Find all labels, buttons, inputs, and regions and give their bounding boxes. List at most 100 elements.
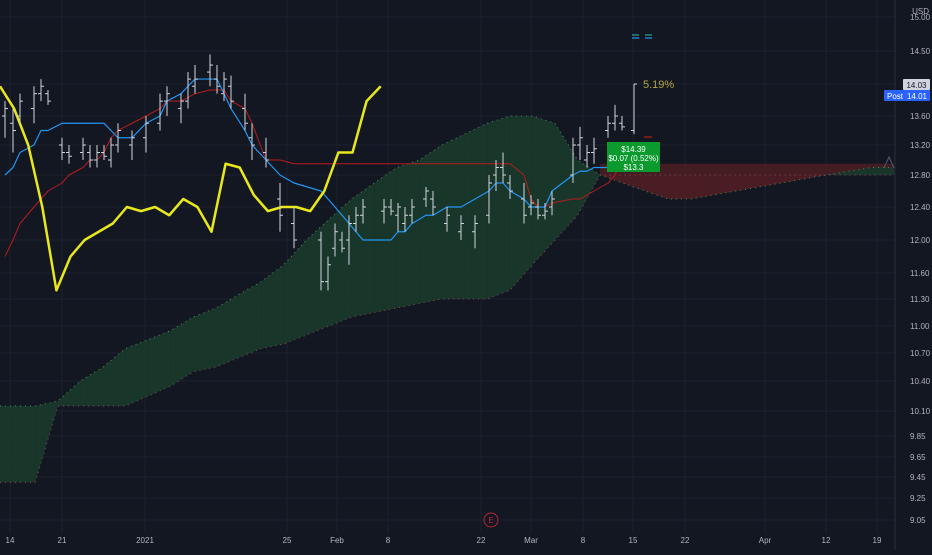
last-price-tag-bg bbox=[903, 79, 930, 90]
ohlc-bar bbox=[242, 93, 248, 131]
post-market-value: 14.01 bbox=[907, 92, 928, 101]
price-tick-label: 10.40 bbox=[910, 377, 931, 386]
last-price-text: 14.03 bbox=[906, 81, 927, 90]
time-tick-label: 8 bbox=[386, 536, 391, 545]
cloud-upper-edge bbox=[0, 115, 894, 407]
post-market-tag: Post 14.01 bbox=[884, 90, 930, 101]
time-tick-label: Feb bbox=[330, 536, 344, 545]
price-tick-label: 11.30 bbox=[910, 295, 930, 304]
ohlc-bar bbox=[108, 137, 114, 168]
ohlc-bar bbox=[185, 72, 191, 109]
earnings-marker[interactable]: E bbox=[483, 512, 499, 528]
price-tick-label: 12.80 bbox=[910, 171, 931, 180]
ohlc-bar bbox=[192, 65, 198, 94]
cloud-segment bbox=[57, 381, 81, 406]
time-tick-label: 15 bbox=[629, 536, 638, 545]
cloud-segment bbox=[351, 183, 375, 317]
cloud-segment bbox=[577, 160, 601, 216]
ohlc-bar bbox=[395, 203, 401, 232]
price-tick-label: 9.05 bbox=[910, 516, 926, 525]
ohlc-bar bbox=[423, 187, 429, 207]
base-line bbox=[4, 89, 634, 257]
price-tick-label: 11.60 bbox=[910, 269, 930, 278]
ohlc-bar bbox=[101, 145, 107, 160]
ohlc-bar bbox=[277, 183, 283, 232]
ohlc-bars[interactable] bbox=[2, 54, 637, 291]
price-tick-label: 9.25 bbox=[910, 494, 926, 503]
ohlc-bar bbox=[549, 191, 555, 216]
ohlc-bar bbox=[353, 207, 359, 232]
ohlc-bar bbox=[542, 203, 548, 220]
cloud-segment bbox=[216, 294, 239, 367]
price-tick-label: 12.00 bbox=[910, 236, 931, 245]
price-tick-label: 9.45 bbox=[910, 473, 926, 482]
time-tick-label: 25 bbox=[283, 536, 292, 545]
ohlc-bar bbox=[31, 86, 37, 124]
ohlc-bar bbox=[388, 199, 394, 216]
price-tick-label: 13.20 bbox=[910, 141, 931, 150]
cloud-segment bbox=[442, 134, 465, 299]
time-axis[interactable]: 14 21 2021 25 Feb 8 22 Mar 8 15 22 Apr 12 19 bbox=[6, 536, 882, 545]
ohlc-bar bbox=[178, 93, 184, 124]
ohlc-bar bbox=[619, 116, 625, 131]
cloud-segment bbox=[35, 401, 58, 483]
percent-change-annotation: 5.19% bbox=[643, 79, 674, 91]
cloud-segment bbox=[283, 240, 307, 344]
ohlc-bar bbox=[430, 191, 436, 216]
cloud-segment bbox=[329, 199, 352, 326]
cloud-segment bbox=[193, 308, 216, 372]
ohlc-bar bbox=[535, 199, 541, 220]
time-tick-label: 22 bbox=[681, 536, 690, 545]
lagging-span bbox=[0, 85, 382, 292]
ohlc-bar bbox=[500, 152, 506, 183]
ohlc-bar bbox=[507, 175, 513, 199]
cloud-segment bbox=[148, 330, 171, 396]
ohlc-bar bbox=[87, 145, 93, 168]
price-tick-label: 9.85 bbox=[910, 432, 926, 441]
earnings-marker-circle bbox=[483, 512, 499, 528]
cloud-end-arrow bbox=[883, 155, 895, 169]
ohlc-bar bbox=[94, 145, 100, 168]
time-tick-label: 2021 bbox=[136, 536, 154, 545]
conversion-line bbox=[4, 78, 634, 241]
cloud-segment bbox=[509, 116, 533, 291]
cloud-segment bbox=[261, 264, 284, 349]
ohlc-bar bbox=[10, 108, 16, 153]
cloud-segment bbox=[12, 406, 36, 483]
ohlc-bar bbox=[591, 137, 597, 164]
cloud-segment bbox=[848, 167, 872, 175]
ohlc-bar bbox=[577, 126, 583, 160]
ohlc-bar bbox=[249, 123, 255, 160]
ohlc-bar bbox=[59, 137, 65, 160]
ohlc-bar bbox=[360, 199, 366, 224]
time-tick-label: 8 bbox=[581, 536, 586, 545]
cloud-segment bbox=[532, 116, 555, 265]
time-tick-label: 19 bbox=[873, 536, 882, 545]
cloud-segment bbox=[396, 160, 420, 308]
ohlc-bar bbox=[228, 75, 234, 109]
ohlc-bar bbox=[157, 93, 163, 131]
price-tick-label: 12.40 bbox=[910, 203, 931, 212]
ohlc-bar bbox=[17, 93, 23, 124]
ohlc-bar bbox=[80, 137, 86, 160]
price-tick-label: 10.70 bbox=[910, 349, 931, 358]
ohlc-bar bbox=[493, 160, 499, 191]
price-tick-label: 13.60 bbox=[910, 112, 931, 121]
tooltip-line-2: $0.07 (0.52%) bbox=[608, 154, 659, 163]
ohlc-bar bbox=[143, 116, 149, 153]
ohlc-bar bbox=[605, 116, 611, 138]
ohlc-bar bbox=[458, 215, 464, 240]
ohlc-bar bbox=[164, 86, 170, 116]
cloud-segment bbox=[555, 123, 578, 240]
ohlc-bar bbox=[381, 199, 387, 224]
cloud-segment bbox=[0, 406, 13, 483]
post-market-tag-bg bbox=[884, 90, 930, 101]
annotations bbox=[883, 155, 895, 169]
ohlc-bar bbox=[66, 145, 72, 164]
cloud-segment bbox=[80, 367, 103, 406]
time-tick-label: Apr bbox=[759, 536, 772, 545]
price-tick-label: 10.10 bbox=[910, 407, 931, 416]
ohlc-bar bbox=[207, 54, 213, 87]
